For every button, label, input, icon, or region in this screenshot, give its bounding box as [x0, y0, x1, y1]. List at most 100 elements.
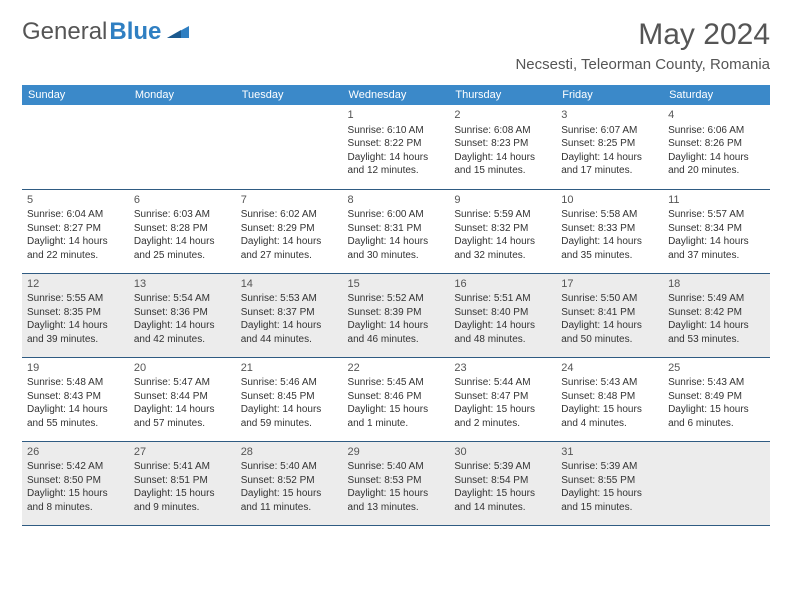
- day-number: 5: [27, 193, 124, 208]
- day-number: 23: [454, 361, 551, 376]
- sunset-text: Sunset: 8:23 PM: [454, 137, 551, 151]
- sunrise-text: Sunrise: 5:57 AM: [668, 208, 765, 222]
- daylight-text: Daylight: 14 hours and 39 minutes.: [27, 319, 124, 346]
- sunset-text: Sunset: 8:41 PM: [561, 306, 658, 320]
- sunset-text: Sunset: 8:22 PM: [348, 137, 445, 151]
- calendar-week: 5Sunrise: 6:04 AMSunset: 8:27 PM Daylight…: [22, 189, 770, 273]
- day-number: 10: [561, 193, 658, 208]
- sunrise-text: Sunrise: 5:46 AM: [241, 376, 338, 390]
- sunset-text: Sunset: 8:42 PM: [668, 306, 765, 320]
- calendar-week: 12Sunrise: 5:55 AMSunset: 8:35 PMDayligh…: [22, 273, 770, 357]
- daylight-text: Daylight: 14 hours and 44 minutes.: [241, 319, 338, 346]
- day-cell: 24Sunrise: 5:43 AMSunset: 8:48 PMDayligh…: [556, 357, 663, 441]
- day-cell: 16Sunrise: 5:51 AMSunset: 8:40 PMDayligh…: [449, 273, 556, 357]
- sunset-text: Sunset: 8:50 PM: [27, 474, 124, 488]
- day-cell: 26Sunrise: 5:42 AMSunset: 8:50 PMDayligh…: [22, 441, 129, 525]
- day-number: 29: [348, 445, 445, 460]
- sunset-text: Sunset: 8:55 PM: [561, 474, 658, 488]
- daylight-text: Daylight: 14 hours and 57 minutes.: [134, 403, 231, 430]
- day-cell: 28Sunrise: 5:40 AMSunset: 8:52 PMDayligh…: [236, 441, 343, 525]
- day-cell: 22Sunrise: 5:45 AMSunset: 8:46 PMDayligh…: [343, 357, 450, 441]
- day-number: 15: [348, 277, 445, 292]
- sunset-text: Sunset: 8:29 PM: [241, 222, 338, 236]
- day-cell: 21Sunrise: 5:46 AMSunset: 8:45 PMDayligh…: [236, 357, 343, 441]
- calendar-table: SundayMondayTuesdayWednesdayThursdayFrid…: [22, 85, 770, 526]
- sunset-text: Sunset: 8:45 PM: [241, 390, 338, 404]
- day-number: 26: [27, 445, 124, 460]
- day-cell: 2Sunrise: 6:08 AMSunset: 8:23 PMDaylight…: [449, 105, 556, 189]
- location-text: Necsesti, Teleorman County, Romania: [515, 56, 770, 73]
- day-number: 21: [241, 361, 338, 376]
- sunset-text: Sunset: 8:52 PM: [241, 474, 338, 488]
- day-cell: 3Sunrise: 6:07 AMSunset: 8:25 PMDaylight…: [556, 105, 663, 189]
- sunrise-text: Sunrise: 5:43 AM: [561, 376, 658, 390]
- day-number: 4: [668, 108, 765, 123]
- sunrise-text: Sunrise: 5:53 AM: [241, 292, 338, 306]
- title-block: May 2024 Necsesti, Teleorman County, Rom…: [515, 18, 770, 79]
- sunrise-text: Sunrise: 5:39 AM: [561, 460, 658, 474]
- day-number: 14: [241, 277, 338, 292]
- day-cell: 7Sunrise: 6:02 AMSunset: 8:29 PMDaylight…: [236, 189, 343, 273]
- daylight-text: Daylight: 14 hours and 53 minutes.: [668, 319, 765, 346]
- sunrise-text: Sunrise: 5:55 AM: [27, 292, 124, 306]
- daylight-text: Daylight: 14 hours and 15 minutes.: [454, 151, 551, 178]
- day-cell: 29Sunrise: 5:40 AMSunset: 8:53 PMDayligh…: [343, 441, 450, 525]
- daylight-text: Daylight: 15 hours and 6 minutes.: [668, 403, 765, 430]
- day-cell: 20Sunrise: 5:47 AMSunset: 8:44 PMDayligh…: [129, 357, 236, 441]
- logo-text-1: General: [22, 18, 107, 46]
- daylight-text: Daylight: 15 hours and 8 minutes.: [27, 487, 124, 514]
- empty-cell: [663, 441, 770, 525]
- sunrise-text: Sunrise: 5:40 AM: [348, 460, 445, 474]
- daylight-text: Daylight: 14 hours and 25 minutes.: [134, 235, 231, 262]
- day-number: 11: [668, 193, 765, 208]
- sunset-text: Sunset: 8:36 PM: [134, 306, 231, 320]
- sunrise-text: Sunrise: 5:54 AM: [134, 292, 231, 306]
- sunset-text: Sunset: 8:40 PM: [454, 306, 551, 320]
- sunset-text: Sunset: 8:26 PM: [668, 137, 765, 151]
- day-number: 28: [241, 445, 338, 460]
- day-cell: 13Sunrise: 5:54 AMSunset: 8:36 PMDayligh…: [129, 273, 236, 357]
- daylight-text: Daylight: 14 hours and 48 minutes.: [454, 319, 551, 346]
- daylight-text: Daylight: 14 hours and 20 minutes.: [668, 151, 765, 178]
- day-number: 6: [134, 193, 231, 208]
- day-header-tuesday: Tuesday: [236, 85, 343, 105]
- sunset-text: Sunset: 8:31 PM: [348, 222, 445, 236]
- day-cell: 12Sunrise: 5:55 AMSunset: 8:35 PMDayligh…: [22, 273, 129, 357]
- day-number: 20: [134, 361, 231, 376]
- calendar-week: 26Sunrise: 5:42 AMSunset: 8:50 PMDayligh…: [22, 441, 770, 525]
- day-number: 22: [348, 361, 445, 376]
- calendar-header-row: SundayMondayTuesdayWednesdayThursdayFrid…: [22, 85, 770, 105]
- empty-cell: [129, 105, 236, 189]
- sunrise-text: Sunrise: 5:50 AM: [561, 292, 658, 306]
- day-header-thursday: Thursday: [449, 85, 556, 105]
- daylight-text: Daylight: 14 hours and 55 minutes.: [27, 403, 124, 430]
- sunset-text: Sunset: 8:51 PM: [134, 474, 231, 488]
- day-cell: 25Sunrise: 5:43 AMSunset: 8:49 PMDayligh…: [663, 357, 770, 441]
- sunrise-text: Sunrise: 5:48 AM: [27, 376, 124, 390]
- sunrise-text: Sunrise: 6:08 AM: [454, 124, 551, 138]
- month-title: May 2024: [515, 18, 770, 52]
- logo: GeneralBlue: [22, 18, 189, 46]
- day-cell: 23Sunrise: 5:44 AMSunset: 8:47 PMDayligh…: [449, 357, 556, 441]
- sunrise-text: Sunrise: 5:42 AM: [27, 460, 124, 474]
- day-cell: 4Sunrise: 6:06 AMSunset: 8:26 PMDaylight…: [663, 105, 770, 189]
- day-number: 24: [561, 361, 658, 376]
- sunset-text: Sunset: 8:37 PM: [241, 306, 338, 320]
- sunset-text: Sunset: 8:33 PM: [561, 222, 658, 236]
- day-cell: 31Sunrise: 5:39 AMSunset: 8:55 PMDayligh…: [556, 441, 663, 525]
- sunrise-text: Sunrise: 6:04 AM: [27, 208, 124, 222]
- sunrise-text: Sunrise: 5:45 AM: [348, 376, 445, 390]
- day-cell: 5Sunrise: 6:04 AMSunset: 8:27 PMDaylight…: [22, 189, 129, 273]
- sunrise-text: Sunrise: 6:00 AM: [348, 208, 445, 222]
- day-number: 12: [27, 277, 124, 292]
- day-number: 16: [454, 277, 551, 292]
- sunrise-text: Sunrise: 5:59 AM: [454, 208, 551, 222]
- daylight-text: Daylight: 14 hours and 46 minutes.: [348, 319, 445, 346]
- day-cell: 18Sunrise: 5:49 AMSunset: 8:42 PMDayligh…: [663, 273, 770, 357]
- daylight-text: Daylight: 15 hours and 11 minutes.: [241, 487, 338, 514]
- day-number: 17: [561, 277, 658, 292]
- sunset-text: Sunset: 8:54 PM: [454, 474, 551, 488]
- day-number: 9: [454, 193, 551, 208]
- sunset-text: Sunset: 8:27 PM: [27, 222, 124, 236]
- sunrise-text: Sunrise: 6:06 AM: [668, 124, 765, 138]
